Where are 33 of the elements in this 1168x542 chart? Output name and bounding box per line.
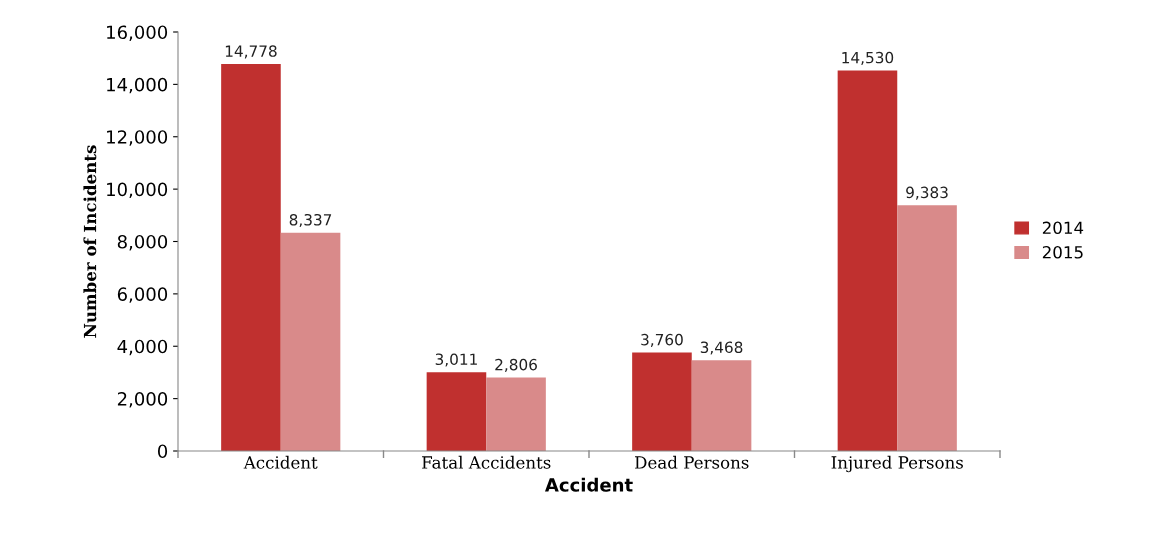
y-tick-label: 12,000 <box>107 130 168 146</box>
legend-label: 2015 <box>1042 245 1083 259</box>
data-label: 3,468 <box>700 341 743 355</box>
data-label: 8,337 <box>289 213 332 228</box>
y-tick-label: 10,000 <box>107 182 168 199</box>
bar <box>221 64 281 451</box>
y-tick-label: 14,000 <box>107 77 168 94</box>
y-tick-label: 0 <box>157 444 168 459</box>
y-tick-label: 4,000 <box>117 339 168 356</box>
y-tick-label: 16,000 <box>107 25 168 41</box>
y-axis-title: Number of Incidents <box>83 145 97 338</box>
data-label: 9,383 <box>906 186 948 200</box>
bar <box>632 352 692 451</box>
bar <box>486 377 546 451</box>
data-label: 3,011 <box>435 353 477 367</box>
x-tick-label: Dead Persons <box>635 455 749 469</box>
bar <box>897 205 957 451</box>
data-label: 3,760 <box>641 333 683 347</box>
bar <box>280 232 341 451</box>
legend-label: 2014 <box>1042 221 1084 235</box>
y-tick-label: 2,000 <box>117 392 168 408</box>
x-tick-label: Injured Persons <box>831 455 963 473</box>
y-tick-label: 8,000 <box>117 234 168 251</box>
x-tick-label: Accident <box>243 455 318 469</box>
data-label: 14,530 <box>842 51 894 65</box>
bar <box>426 372 487 451</box>
x-axis-title: Accident <box>544 477 633 492</box>
y-tick-label: 6,000 <box>117 287 168 303</box>
bar <box>837 70 898 451</box>
bar <box>691 360 752 451</box>
data-label: 2,806 <box>495 358 537 372</box>
x-tick-label: Fatal Accidents <box>422 455 551 469</box>
data-label: 14,778 <box>225 45 277 59</box>
